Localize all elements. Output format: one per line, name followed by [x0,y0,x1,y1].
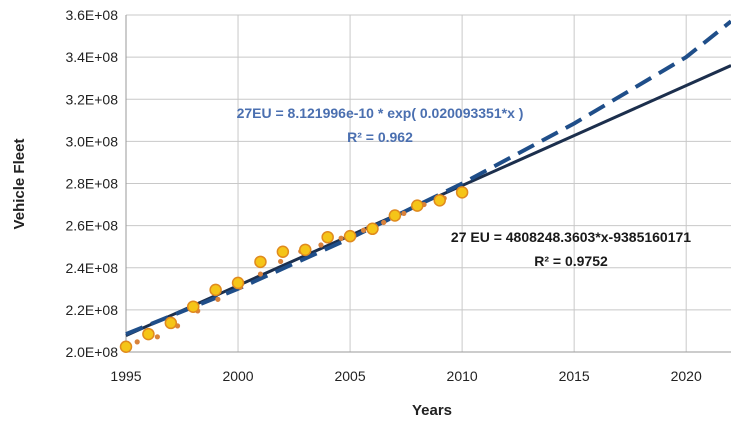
y-tick-label: 3.2E+08 [65,91,118,107]
data-point [299,243,312,257]
exp-r-squared: R² = 0.962 [347,129,413,145]
small-data-point [154,334,160,340]
y-axis-title: Vehicle Fleet [11,139,28,230]
data-point [343,229,357,243]
data-point [164,316,178,330]
small-data-point [381,219,387,226]
y-tick-label: 2.2E+08 [65,302,118,318]
x-axis-title: Years [412,402,452,419]
x-tick-label: 2000 [222,368,253,384]
data-point [254,255,267,269]
small-data-point [360,227,367,233]
data-point [142,327,155,341]
data-point [455,186,469,199]
data-point [119,340,133,353]
small-data-point [338,235,344,241]
y-axis-ticks: 2.0E+08 2.2E+08 2.4E+08 2.6E+08 2.8E+08 3.0E+… [65,7,118,360]
small-data-point [318,242,324,248]
data-point [433,194,446,207]
y-tick-label: 3.4E+08 [65,49,118,65]
small-data-point [134,339,140,345]
linear-equation: 27 EU = 4808248.3603*x-9385160171 [451,229,691,245]
small-data-point [215,296,221,302]
y-tick-label: 2.0E+08 [65,344,118,360]
x-tick-label: 2020 [671,368,702,384]
plot-area [125,15,731,353]
x-tick-label: 2010 [447,368,478,384]
x-tick-label: 1995 [110,368,141,384]
small-data-point [257,271,264,277]
y-tick-label: 3.6E+08 [65,7,118,23]
small-data-point [401,210,407,217]
x-tick-label: 2005 [334,368,365,384]
exp-equation: 27EU = 8.121996e-10 * exp( 0.020093351*x… [237,105,524,121]
data-point [321,230,334,244]
small-data-point [278,258,284,265]
y-tick-label: 2.8E+08 [65,176,118,192]
data-point [411,199,424,212]
y-tick-label: 2.6E+08 [65,218,118,234]
y-tick-label: 3.0E+08 [65,133,118,149]
data-point [366,222,379,236]
y-tick-label: 2.4E+08 [65,260,118,276]
data-point [231,276,245,290]
data-point [388,209,402,222]
linear-r-squared: R² = 0.9752 [534,253,608,269]
data-point [276,245,290,258]
x-axis-ticks: 1995 2000 2005 2010 2015 2020 [110,368,702,384]
data-point [186,300,200,313]
x-tick-label: 2015 [559,368,590,384]
data-points [119,186,469,353]
data-point [209,283,222,297]
